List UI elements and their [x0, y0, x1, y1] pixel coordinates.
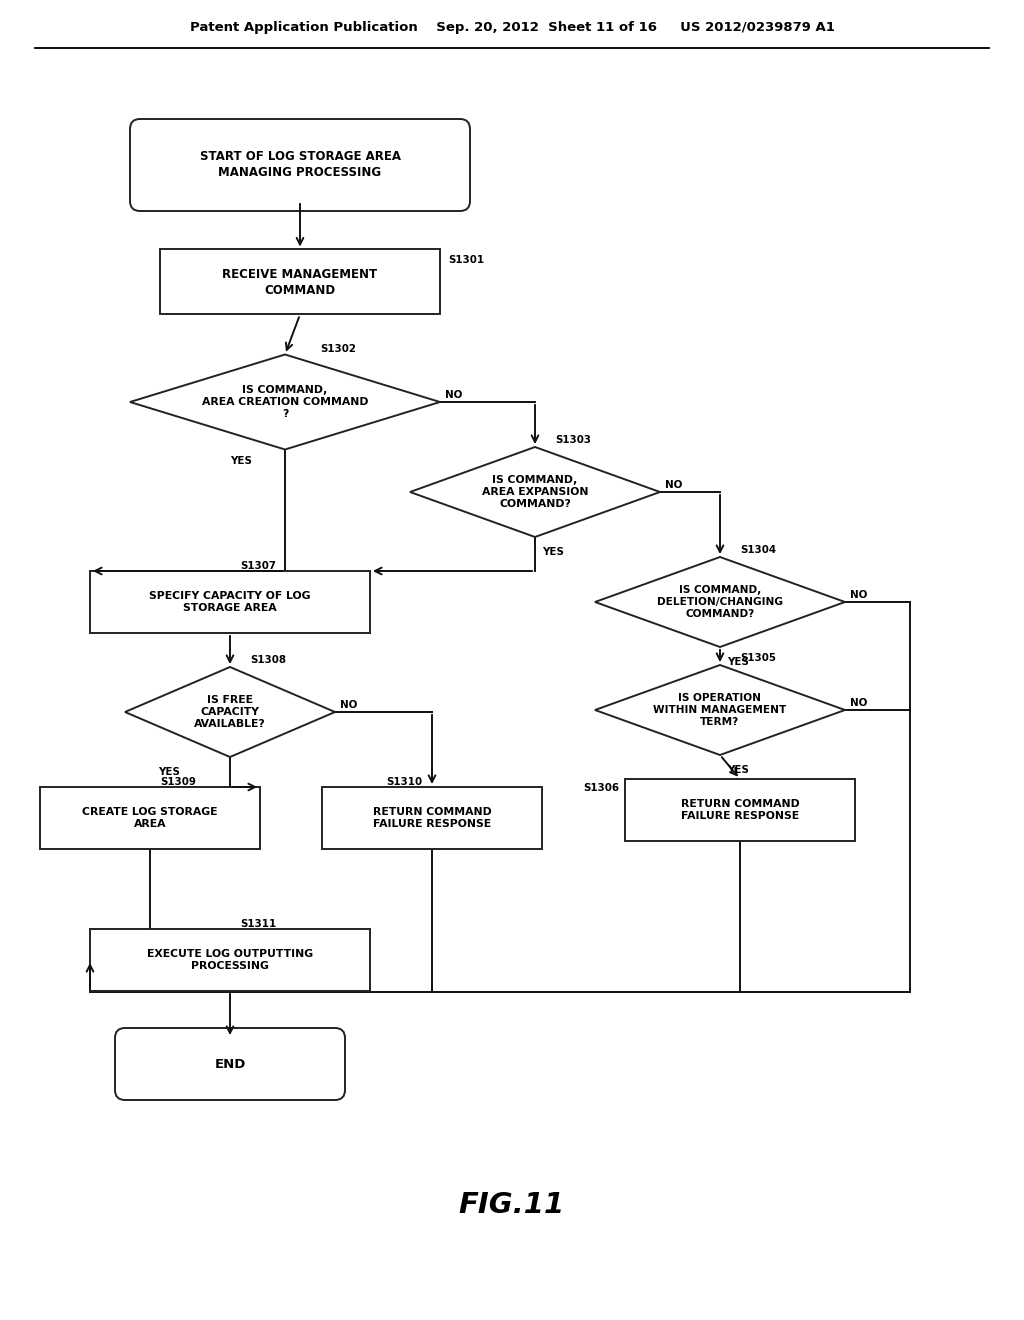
Text: NO: NO	[850, 698, 867, 708]
Text: RECEIVE MANAGEMENT
COMMAND: RECEIVE MANAGEMENT COMMAND	[222, 268, 378, 297]
Text: YES: YES	[542, 546, 564, 557]
Polygon shape	[410, 447, 660, 537]
Text: IS COMMAND,
AREA CREATION COMMAND
?: IS COMMAND, AREA CREATION COMMAND ?	[202, 385, 369, 418]
Bar	[322, 787, 542, 849]
Text: S1308: S1308	[250, 655, 286, 665]
Text: RETURN COMMAND
FAILURE RESPONSE: RETURN COMMAND FAILURE RESPONSE	[681, 799, 800, 821]
Text: S1303: S1303	[555, 436, 591, 445]
Text: S1311: S1311	[240, 919, 276, 929]
Text: S1306: S1306	[583, 783, 618, 793]
Bar	[625, 779, 855, 841]
Text: YES: YES	[727, 657, 749, 667]
Polygon shape	[595, 665, 845, 755]
Polygon shape	[125, 667, 335, 756]
Polygon shape	[130, 355, 440, 450]
FancyBboxPatch shape	[115, 1028, 345, 1100]
Text: RETURN COMMAND
FAILURE RESPONSE: RETURN COMMAND FAILURE RESPONSE	[373, 807, 492, 829]
Text: CREATE LOG STORAGE
AREA: CREATE LOG STORAGE AREA	[82, 807, 218, 829]
Text: S1302: S1302	[319, 345, 356, 354]
Text: S1310: S1310	[386, 777, 422, 787]
Bar	[90, 572, 370, 634]
Text: S1305: S1305	[740, 653, 776, 663]
Text: NO: NO	[445, 389, 463, 400]
Text: S1301: S1301	[449, 255, 484, 265]
Text: Patent Application Publication    Sep. 20, 2012  Sheet 11 of 16     US 2012/0239: Patent Application Publication Sep. 20, …	[189, 21, 835, 34]
FancyBboxPatch shape	[130, 119, 470, 211]
Text: EXECUTE LOG OUTPUTTING
PROCESSING: EXECUTE LOG OUTPUTTING PROCESSING	[146, 949, 313, 972]
Text: IS OPERATION
WITHIN MANAGEMENT
TERM?: IS OPERATION WITHIN MANAGEMENT TERM?	[653, 693, 786, 727]
Text: S1304: S1304	[740, 545, 776, 554]
Text: NO: NO	[665, 480, 682, 490]
Bar	[90, 929, 370, 991]
Text: NO: NO	[340, 700, 357, 710]
Text: NO: NO	[850, 590, 867, 601]
Text: FIG.11: FIG.11	[459, 1191, 565, 1218]
Text: END: END	[214, 1057, 246, 1071]
Text: YES: YES	[727, 766, 749, 775]
Text: IS FREE
CAPACITY
AVAILABLE?: IS FREE CAPACITY AVAILABLE?	[195, 696, 266, 729]
Text: IS COMMAND,
DELETION/CHANGING
COMMAND?: IS COMMAND, DELETION/CHANGING COMMAND?	[657, 585, 783, 619]
Text: S1309: S1309	[160, 777, 196, 787]
Bar	[160, 249, 440, 314]
Text: S1307: S1307	[240, 561, 276, 572]
Text: SPECIFY CAPACITY OF LOG
STORAGE AREA: SPECIFY CAPACITY OF LOG STORAGE AREA	[150, 591, 310, 614]
Text: START OF LOG STORAGE AREA
MANAGING PROCESSING: START OF LOG STORAGE AREA MANAGING PROCE…	[200, 150, 400, 180]
Polygon shape	[595, 557, 845, 647]
Bar	[40, 787, 260, 849]
Text: IS COMMAND,
AREA EXPANSION
COMMAND?: IS COMMAND, AREA EXPANSION COMMAND?	[481, 475, 588, 510]
Text: YES: YES	[230, 457, 252, 466]
Text: YES: YES	[158, 767, 180, 777]
